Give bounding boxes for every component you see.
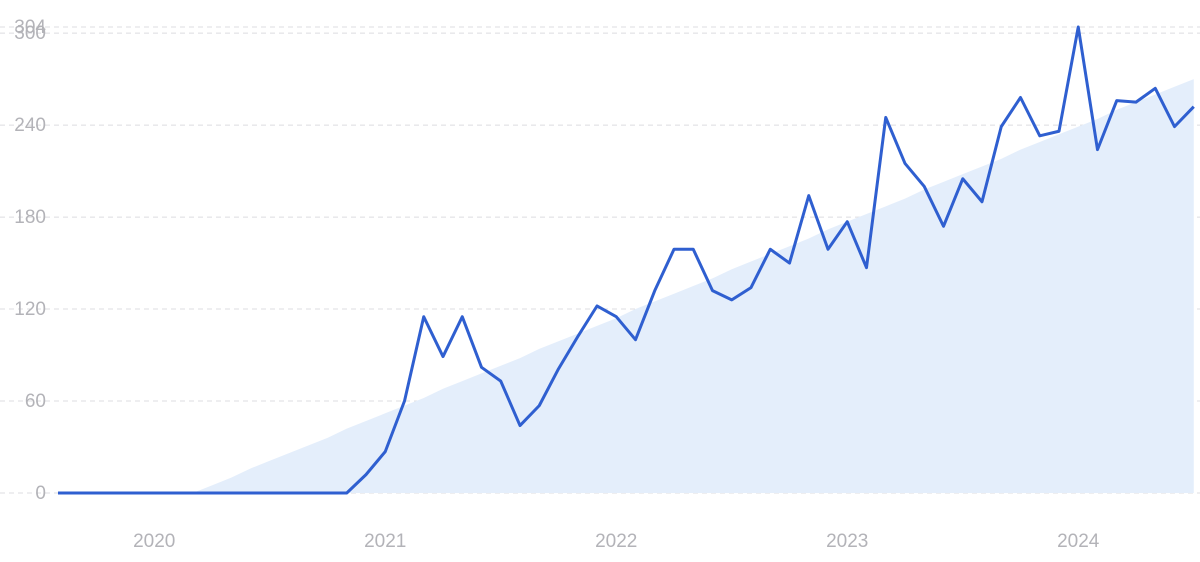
x-tick-label: 2023 [826,531,868,552]
x-tick-label: 2020 [133,531,175,552]
y-tick-label: 300 [14,23,46,44]
y-tick-label: 0 [35,483,46,504]
y-tick-label: 180 [14,207,46,228]
series-line [58,25,1195,495]
x-tick-label: 2022 [595,531,637,552]
y-tick-label: 60 [25,391,46,412]
x-tick-label: 2024 [1057,531,1100,552]
y-tick-label: 240 [14,115,46,136]
x-tick-label: 2021 [364,531,406,552]
trend-area [192,79,1194,494]
y-tick-label: 304 [14,17,46,38]
y-tick-label: 120 [14,299,46,320]
